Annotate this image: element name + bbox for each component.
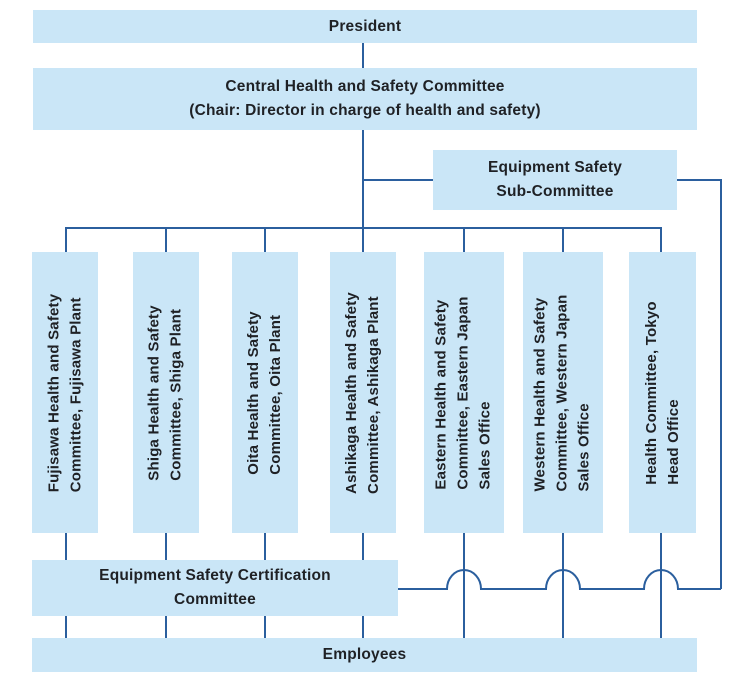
column-box-shiga: Shiga Health and Safety Committee, Shiga… <box>133 252 199 533</box>
certification-label-line2: Committee <box>174 591 256 608</box>
central-committee-title: Central Health and Safety Committee <box>225 78 505 95</box>
president-label: President <box>328 17 402 35</box>
column-box-tokyo-head-office: Health Committee, Tokyo Head Office <box>629 252 696 533</box>
sub-committee-label-line1: Equipment Safety <box>487 159 623 176</box>
column-label-western-japan: Western Health and Safety Committee, Wes… <box>532 293 594 492</box>
column-label-fujisawa: Fujisawa Health and Safety Committee, Fu… <box>45 293 84 492</box>
equipment-safety-certification-box: Equipment Safety Certification Committee <box>32 560 398 616</box>
central-committee-box: Central Health and Safety Committee (Cha… <box>33 68 697 130</box>
column-label-shiga: Shiga Health and Safety Committee, Shiga… <box>146 304 186 481</box>
column-label-ashikaga: Ashikaga Health and Safety Committee, As… <box>343 291 382 494</box>
employees-label: Employees <box>322 646 407 663</box>
column-box-fujisawa: Fujisawa Health and Safety Committee, Fu… <box>32 252 98 533</box>
column-label-oita: Oita Health and Safety Committee, Oita P… <box>245 310 285 475</box>
column-box-ashikaga: Ashikaga Health and Safety Committee, As… <box>330 252 396 533</box>
central-committee-chair: (Chair: Director in charge of health and… <box>189 102 541 119</box>
column-box-western-japan: Western Health and Safety Committee, Wes… <box>523 252 603 533</box>
column-box-eastern-japan: Eastern Health and Safety Committee, Eas… <box>424 252 504 533</box>
employees-box: Employees <box>32 638 697 672</box>
column-label-tokyo-head-office: Health Committee, Tokyo Head Office <box>642 300 682 485</box>
sub-committee-label-line2: Sub-Committee <box>496 183 614 200</box>
equipment-safety-sub-committee-box: Equipment Safety Sub-Committee <box>433 150 677 210</box>
president-box: President <box>33 10 697 43</box>
column-label-eastern-japan: Eastern Health and Safety Committee, Eas… <box>433 295 495 490</box>
certification-label-line1: Equipment Safety Certification <box>99 567 331 584</box>
column-box-oita: Oita Health and Safety Committee, Oita P… <box>232 252 298 533</box>
